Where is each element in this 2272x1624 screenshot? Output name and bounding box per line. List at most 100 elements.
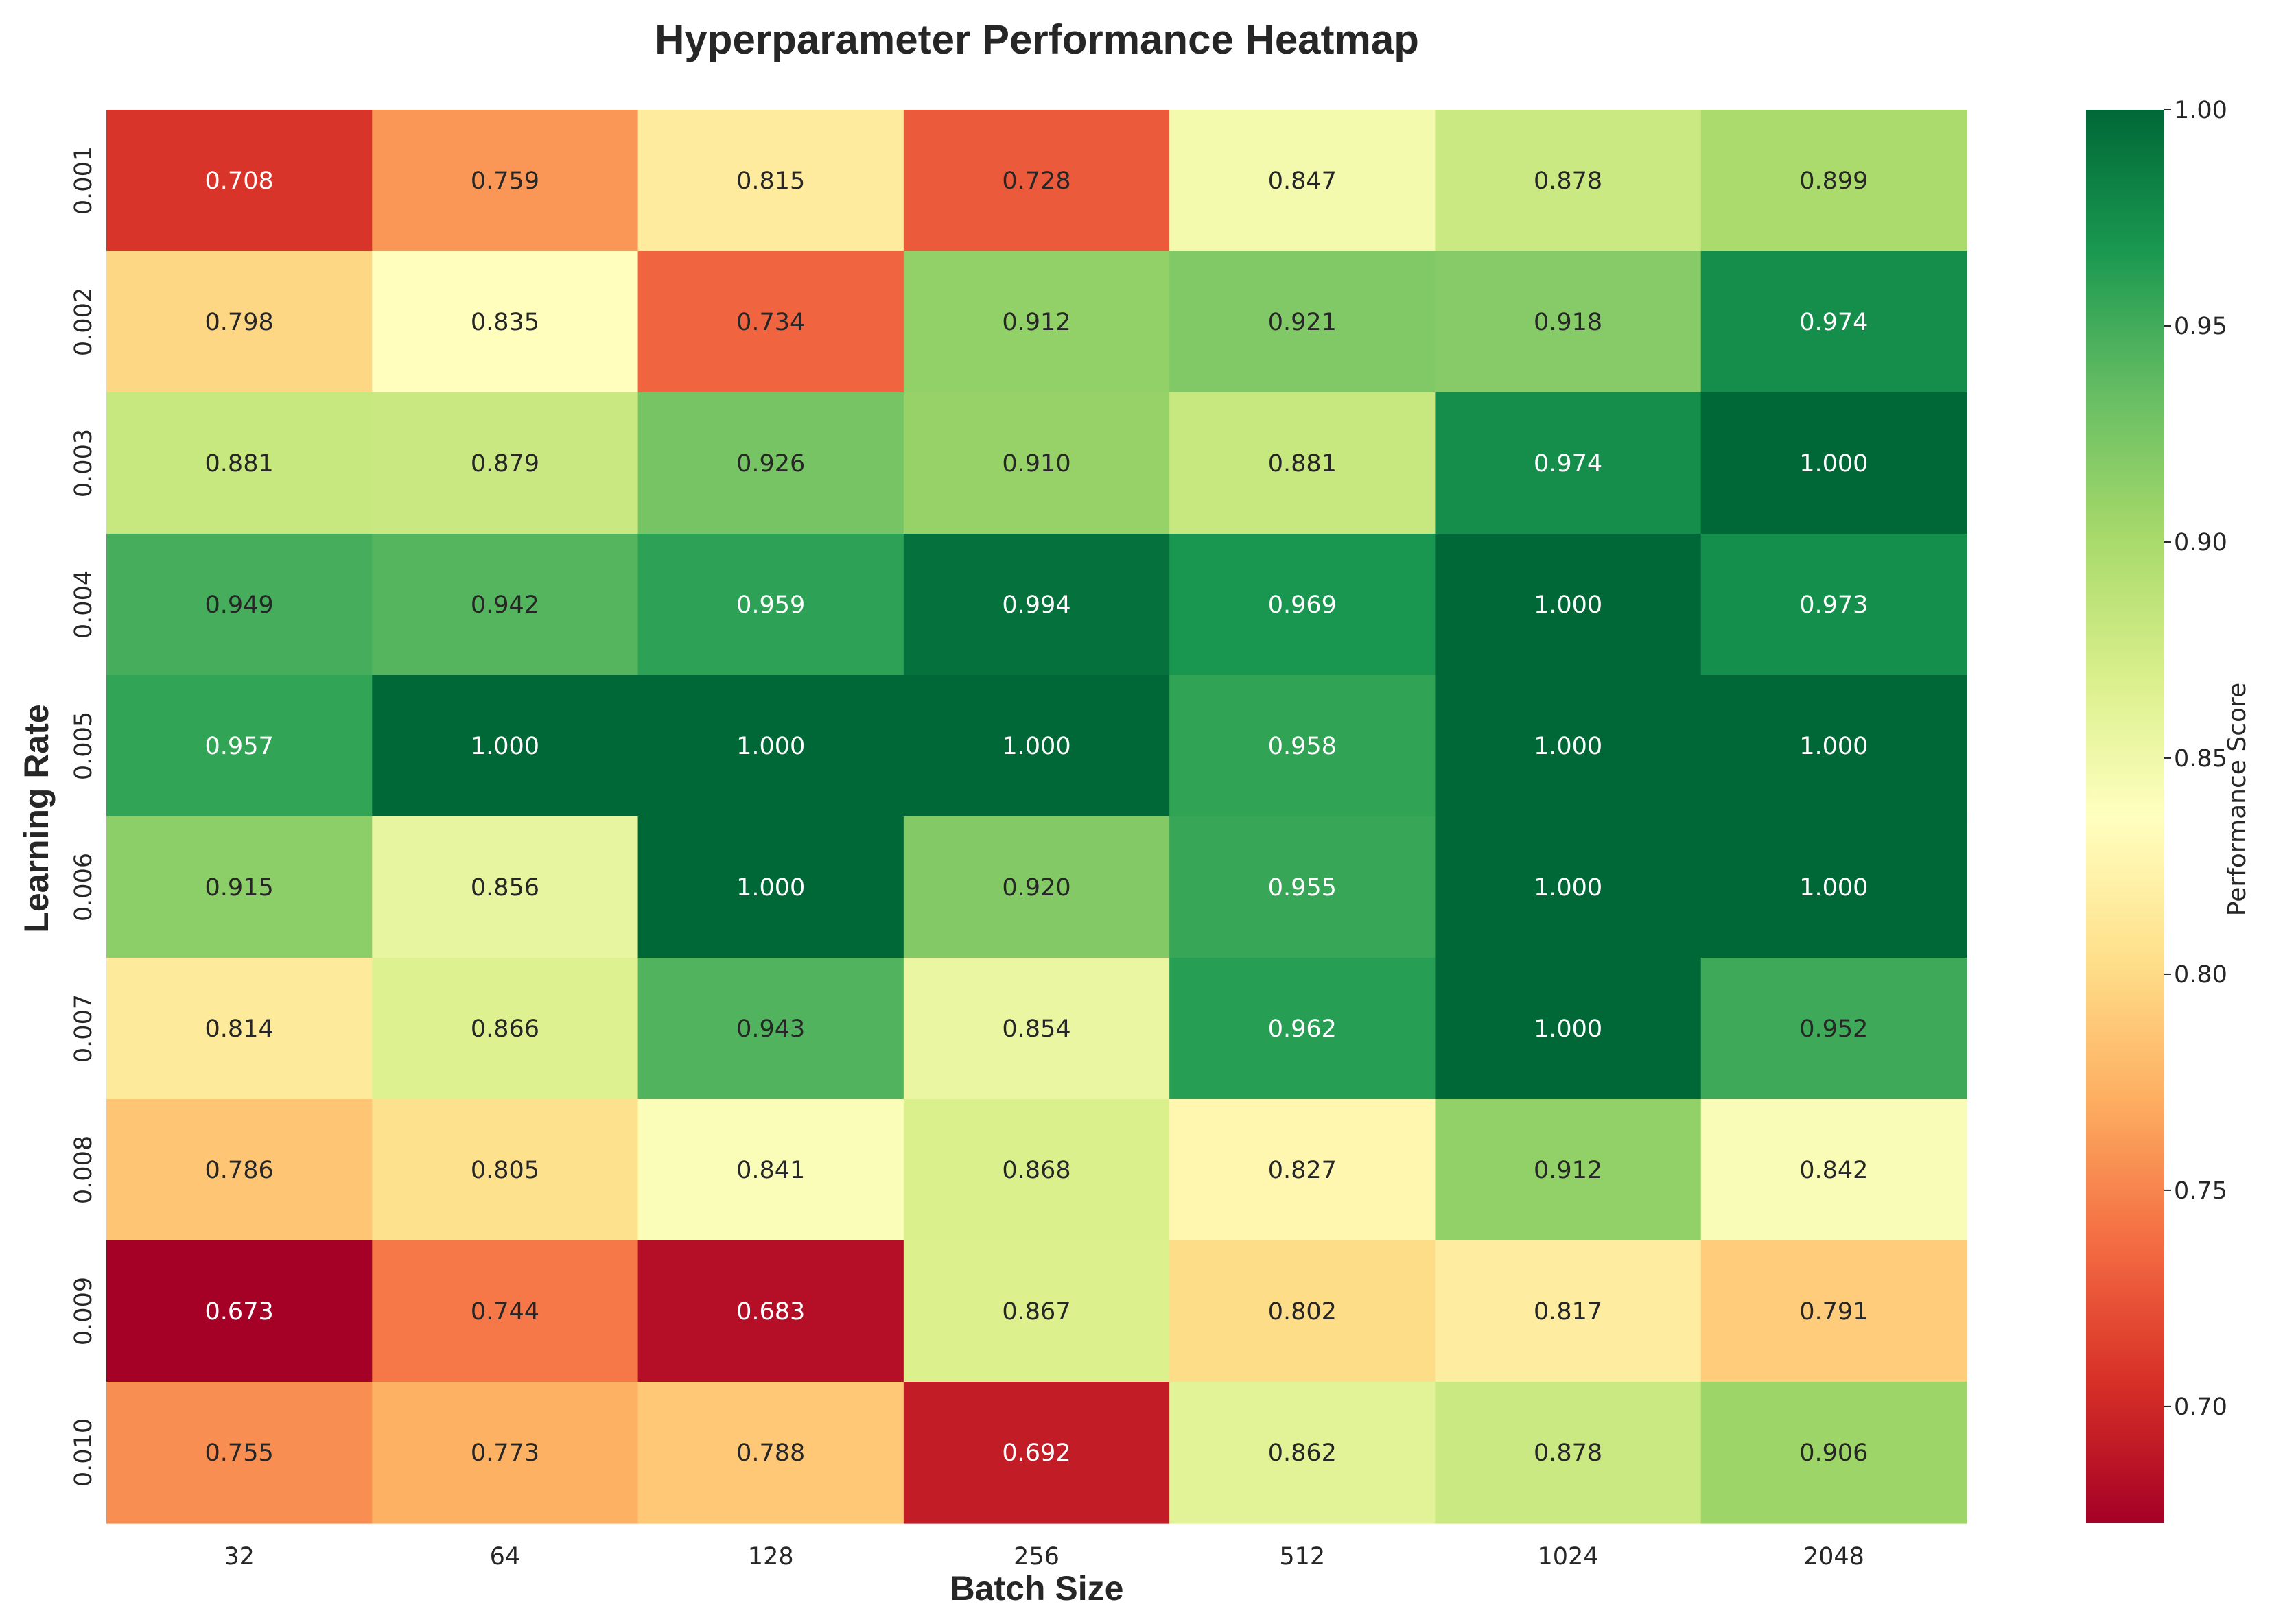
cell-value-label: 0.955 xyxy=(1268,874,1337,902)
cell-value-label: 1.000 xyxy=(1534,874,1602,902)
x-tick-label: 1024 xyxy=(1538,1543,1599,1570)
heatmap-cell xyxy=(1435,1240,1702,1382)
cell-value-label: 0.879 xyxy=(471,450,539,478)
heatmap-cell xyxy=(106,958,373,1100)
heatmap-cell xyxy=(372,958,639,1100)
cell-value-label: 0.881 xyxy=(1268,450,1337,478)
heatmap-cell xyxy=(372,1099,639,1241)
heatmap-cell xyxy=(372,110,639,252)
cell-value-label: 0.878 xyxy=(1534,1439,1602,1467)
cell-value-label: 0.835 xyxy=(471,309,539,336)
cell-value-label: 0.915 xyxy=(205,874,274,902)
cell-value-label: 0.912 xyxy=(1002,309,1070,336)
heatmap-cell xyxy=(637,958,904,1100)
heatmap-cell xyxy=(1435,534,1702,676)
heatmap-cell xyxy=(106,392,373,534)
cell-value-label: 1.000 xyxy=(1799,733,1868,760)
heatmap-cell xyxy=(106,1099,373,1241)
cell-value-label: 0.842 xyxy=(1799,1157,1868,1184)
cell-value-label: 0.862 xyxy=(1268,1439,1337,1467)
cell-value-label: 1.000 xyxy=(1534,591,1602,619)
y-tick-label: 0.001 xyxy=(70,146,97,215)
colorbar-tick-label: 0.90 xyxy=(2174,529,2227,556)
heatmap-cell xyxy=(903,534,1170,676)
cell-value-label: 0.814 xyxy=(205,1015,274,1043)
heatmap-cell xyxy=(637,534,904,676)
heatmap-cell xyxy=(637,392,904,534)
y-tick-label: 0.005 xyxy=(70,711,97,780)
cell-value-label: 0.854 xyxy=(1002,1015,1070,1043)
cell-value-label: 0.827 xyxy=(1268,1157,1337,1184)
cell-value-label: 0.734 xyxy=(736,309,805,336)
x-tick-label: 128 xyxy=(748,1543,794,1570)
cell-value-label: 0.847 xyxy=(1268,167,1337,195)
heatmap-cell xyxy=(637,110,904,252)
colorbar-gradient xyxy=(2086,110,2164,1523)
x-axis-label: Batch Size xyxy=(950,1569,1124,1608)
cell-value-label: 0.974 xyxy=(1534,450,1602,478)
heatmap-cell xyxy=(106,675,373,817)
heatmap-cell xyxy=(372,675,639,817)
cell-value-label: 0.788 xyxy=(736,1439,805,1467)
heatmap-cell xyxy=(1435,1099,1702,1241)
heatmap-cell xyxy=(106,1240,373,1382)
heatmap-cell xyxy=(1700,110,1967,252)
y-tick-label: 0.002 xyxy=(70,287,97,356)
heatmap-cell xyxy=(903,1099,1170,1241)
cell-value-label: 0.773 xyxy=(471,1439,539,1467)
colorbar-tick-label: 0.80 xyxy=(2174,961,2227,989)
x-tick-label: 64 xyxy=(490,1543,521,1570)
cell-value-label: 0.969 xyxy=(1268,591,1337,619)
heatmap-cell xyxy=(1169,1240,1436,1382)
colorbar-tick-label: 1.00 xyxy=(2174,97,2227,124)
cell-value-label: 0.906 xyxy=(1799,1439,1868,1467)
heatmap-cell xyxy=(1169,1099,1436,1241)
heatmap-cell xyxy=(106,534,373,676)
heatmap-cell xyxy=(637,251,904,393)
cell-value-label: 0.867 xyxy=(1002,1298,1070,1326)
heatmap-cell xyxy=(903,958,1170,1100)
cell-value-label: 0.817 xyxy=(1534,1298,1602,1326)
heatmap-cell xyxy=(1435,958,1702,1100)
heatmap-cell xyxy=(903,816,1170,958)
cell-value-label: 0.943 xyxy=(736,1015,805,1043)
y-tick-label: 0.007 xyxy=(70,994,97,1063)
colorbar-tick-label: 0.85 xyxy=(2174,745,2227,773)
heatmap-cell xyxy=(1700,675,1967,817)
cell-value-label: 0.973 xyxy=(1799,591,1868,619)
heatmap-cell xyxy=(1700,251,1967,393)
heatmap-cell xyxy=(1435,392,1702,534)
cell-value-label: 0.878 xyxy=(1534,167,1602,195)
cell-value-label: 0.942 xyxy=(471,591,539,619)
heatmap-cell xyxy=(1169,675,1436,817)
x-tick-label: 256 xyxy=(1014,1543,1059,1570)
heatmap-cell xyxy=(903,1382,1170,1524)
cell-value-label: 0.692 xyxy=(1002,1439,1070,1467)
y-tick-label: 0.008 xyxy=(70,1135,97,1204)
y-axis-label: Learning Rate xyxy=(17,704,56,932)
heatmap-cell xyxy=(1700,1382,1967,1524)
heatmap-cell xyxy=(1435,110,1702,252)
heatmap-cell xyxy=(903,110,1170,252)
heatmap-cell xyxy=(372,1240,639,1382)
cell-value-label: 0.994 xyxy=(1002,591,1070,619)
heatmap-cell xyxy=(372,392,639,534)
cell-value-label: 0.952 xyxy=(1799,1015,1868,1043)
cell-value-label: 1.000 xyxy=(736,874,805,902)
cell-value-label: 0.786 xyxy=(205,1157,274,1184)
cell-value-label: 0.841 xyxy=(736,1157,805,1184)
cell-value-label: 0.920 xyxy=(1002,874,1070,902)
cell-value-label: 1.000 xyxy=(1534,1015,1602,1043)
y-tick-label: 0.004 xyxy=(70,570,97,639)
cell-value-label: 0.921 xyxy=(1268,309,1337,336)
heatmap-cell xyxy=(637,675,904,817)
x-tick-label: 2048 xyxy=(1803,1543,1864,1570)
heatmap-cell xyxy=(903,675,1170,817)
cell-value-label: 0.759 xyxy=(471,167,539,195)
heatmap-cell xyxy=(1169,1382,1436,1524)
cell-value-label: 1.000 xyxy=(736,733,805,760)
cell-value-label: 1.000 xyxy=(1799,874,1868,902)
y-tick-labels: 0.001 0.002 0.003 0.004 0.005 0.006 0.007 0.008… xyxy=(70,146,97,1487)
cell-value-label: 0.802 xyxy=(1268,1298,1337,1326)
cell-value-label: 0.918 xyxy=(1534,309,1602,336)
